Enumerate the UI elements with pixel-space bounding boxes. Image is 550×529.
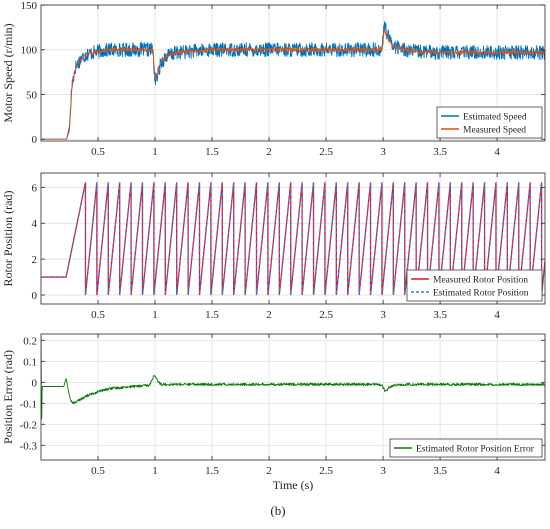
y-tick-label: 4 xyxy=(32,218,38,230)
y-tick-label: 0.2 xyxy=(23,335,37,347)
y-tick-label: 0.1 xyxy=(23,356,37,368)
x-tick-label: 0.5 xyxy=(91,465,105,477)
x-tick-label: 2 xyxy=(266,465,272,477)
x-tick-label: 0.5 xyxy=(91,146,105,158)
legend: Estimated Rotor Position Error xyxy=(389,438,543,458)
x-tick-label: 2.5 xyxy=(319,309,333,321)
axes-box xyxy=(40,333,546,461)
y-axis-label: Rotor Position (rad) xyxy=(1,191,15,287)
series-group xyxy=(41,182,545,296)
y-tick-label: 0 xyxy=(32,134,38,146)
y-tick-label: 0 xyxy=(32,377,38,389)
legend-box xyxy=(436,106,543,139)
y-tick-label: 100 xyxy=(21,45,38,57)
figure-caption: (b) xyxy=(270,503,285,518)
legend-box xyxy=(389,438,543,458)
x-tick-label: 2 xyxy=(266,146,272,158)
y-tick-label: -0.3 xyxy=(20,440,38,452)
x-tick-label: 1 xyxy=(152,146,158,158)
x-tick-label: 3 xyxy=(380,146,386,158)
x-tick-label: 3.5 xyxy=(433,309,447,321)
y-tick-label: 50 xyxy=(26,89,38,101)
series-line-1 xyxy=(41,182,545,296)
y-tick-label: 0 xyxy=(32,290,38,302)
x-tick-label: 1.5 xyxy=(205,465,219,477)
legend: Estimated Speed Measured Speed xyxy=(436,106,543,139)
x-tick-label: 1 xyxy=(152,309,158,321)
x-tick-label: 3 xyxy=(380,309,386,321)
axes-box xyxy=(40,172,546,305)
speed-panel: 0.5 1 1.5 2 2.5 3 3.5 4 0 50 100 150 Motor Speed (r/… xyxy=(1,0,546,158)
x-axis-label: Time (s) xyxy=(273,478,314,492)
legend: Measured Rotor Position Estimated Rotor P… xyxy=(406,269,543,302)
x-tick-label: 1.5 xyxy=(205,146,219,158)
x-tick-label: 2.5 xyxy=(319,146,333,158)
legend-label-0: Estimated Rotor Position Error xyxy=(416,445,535,455)
legend-label-1: Estimated Rotor Position xyxy=(433,289,529,299)
legend-label-0: Measured Rotor Position xyxy=(433,276,528,286)
legend-box xyxy=(406,269,543,302)
y-axis-label: Position Error (rad) xyxy=(1,350,15,444)
x-tick-label: 0.5 xyxy=(91,309,105,321)
x-tick-label: 1 xyxy=(152,465,158,477)
series-line-0 xyxy=(41,336,545,420)
x-tick-label: 4 xyxy=(494,309,500,321)
x-tick-label: 2 xyxy=(266,309,272,321)
series-line-1 xyxy=(41,29,545,140)
x-tick-label: 2.5 xyxy=(319,465,333,477)
y-tick-label: -0.1 xyxy=(20,398,37,410)
y-tick-label: 150 xyxy=(21,0,38,12)
series-group xyxy=(41,336,545,420)
axes-box xyxy=(40,4,546,142)
x-tick-label: 4 xyxy=(494,465,500,477)
series-group xyxy=(41,21,545,140)
legend-label-1: Measured Speed xyxy=(463,126,526,136)
y-tick-label: -0.2 xyxy=(20,419,37,431)
x-tick-label: 3 xyxy=(380,465,386,477)
x-tick-label: 1.5 xyxy=(205,309,219,321)
y-axis-label: Motor Speed (r/min) xyxy=(1,23,15,122)
legend-label-0: Estimated Speed xyxy=(463,113,527,123)
x-tick-label: 4 xyxy=(494,146,500,158)
rotor-position-panel: 0.5 1 1.5 2 2.5 3 3.5 4 0 2 4 6 Rotor Position (rad)… xyxy=(1,172,546,321)
y-tick-label: 6 xyxy=(32,182,38,194)
x-tick-label: 3.5 xyxy=(433,465,447,477)
y-tick-label: 2 xyxy=(32,254,38,266)
position-error-panel: 0.5 1 1.5 2 2.5 3 3.5 4 -0.3 -0.2 -0.1 0 0.1 0.2 Posit… xyxy=(1,333,546,492)
x-tick-label: 3.5 xyxy=(433,146,447,158)
